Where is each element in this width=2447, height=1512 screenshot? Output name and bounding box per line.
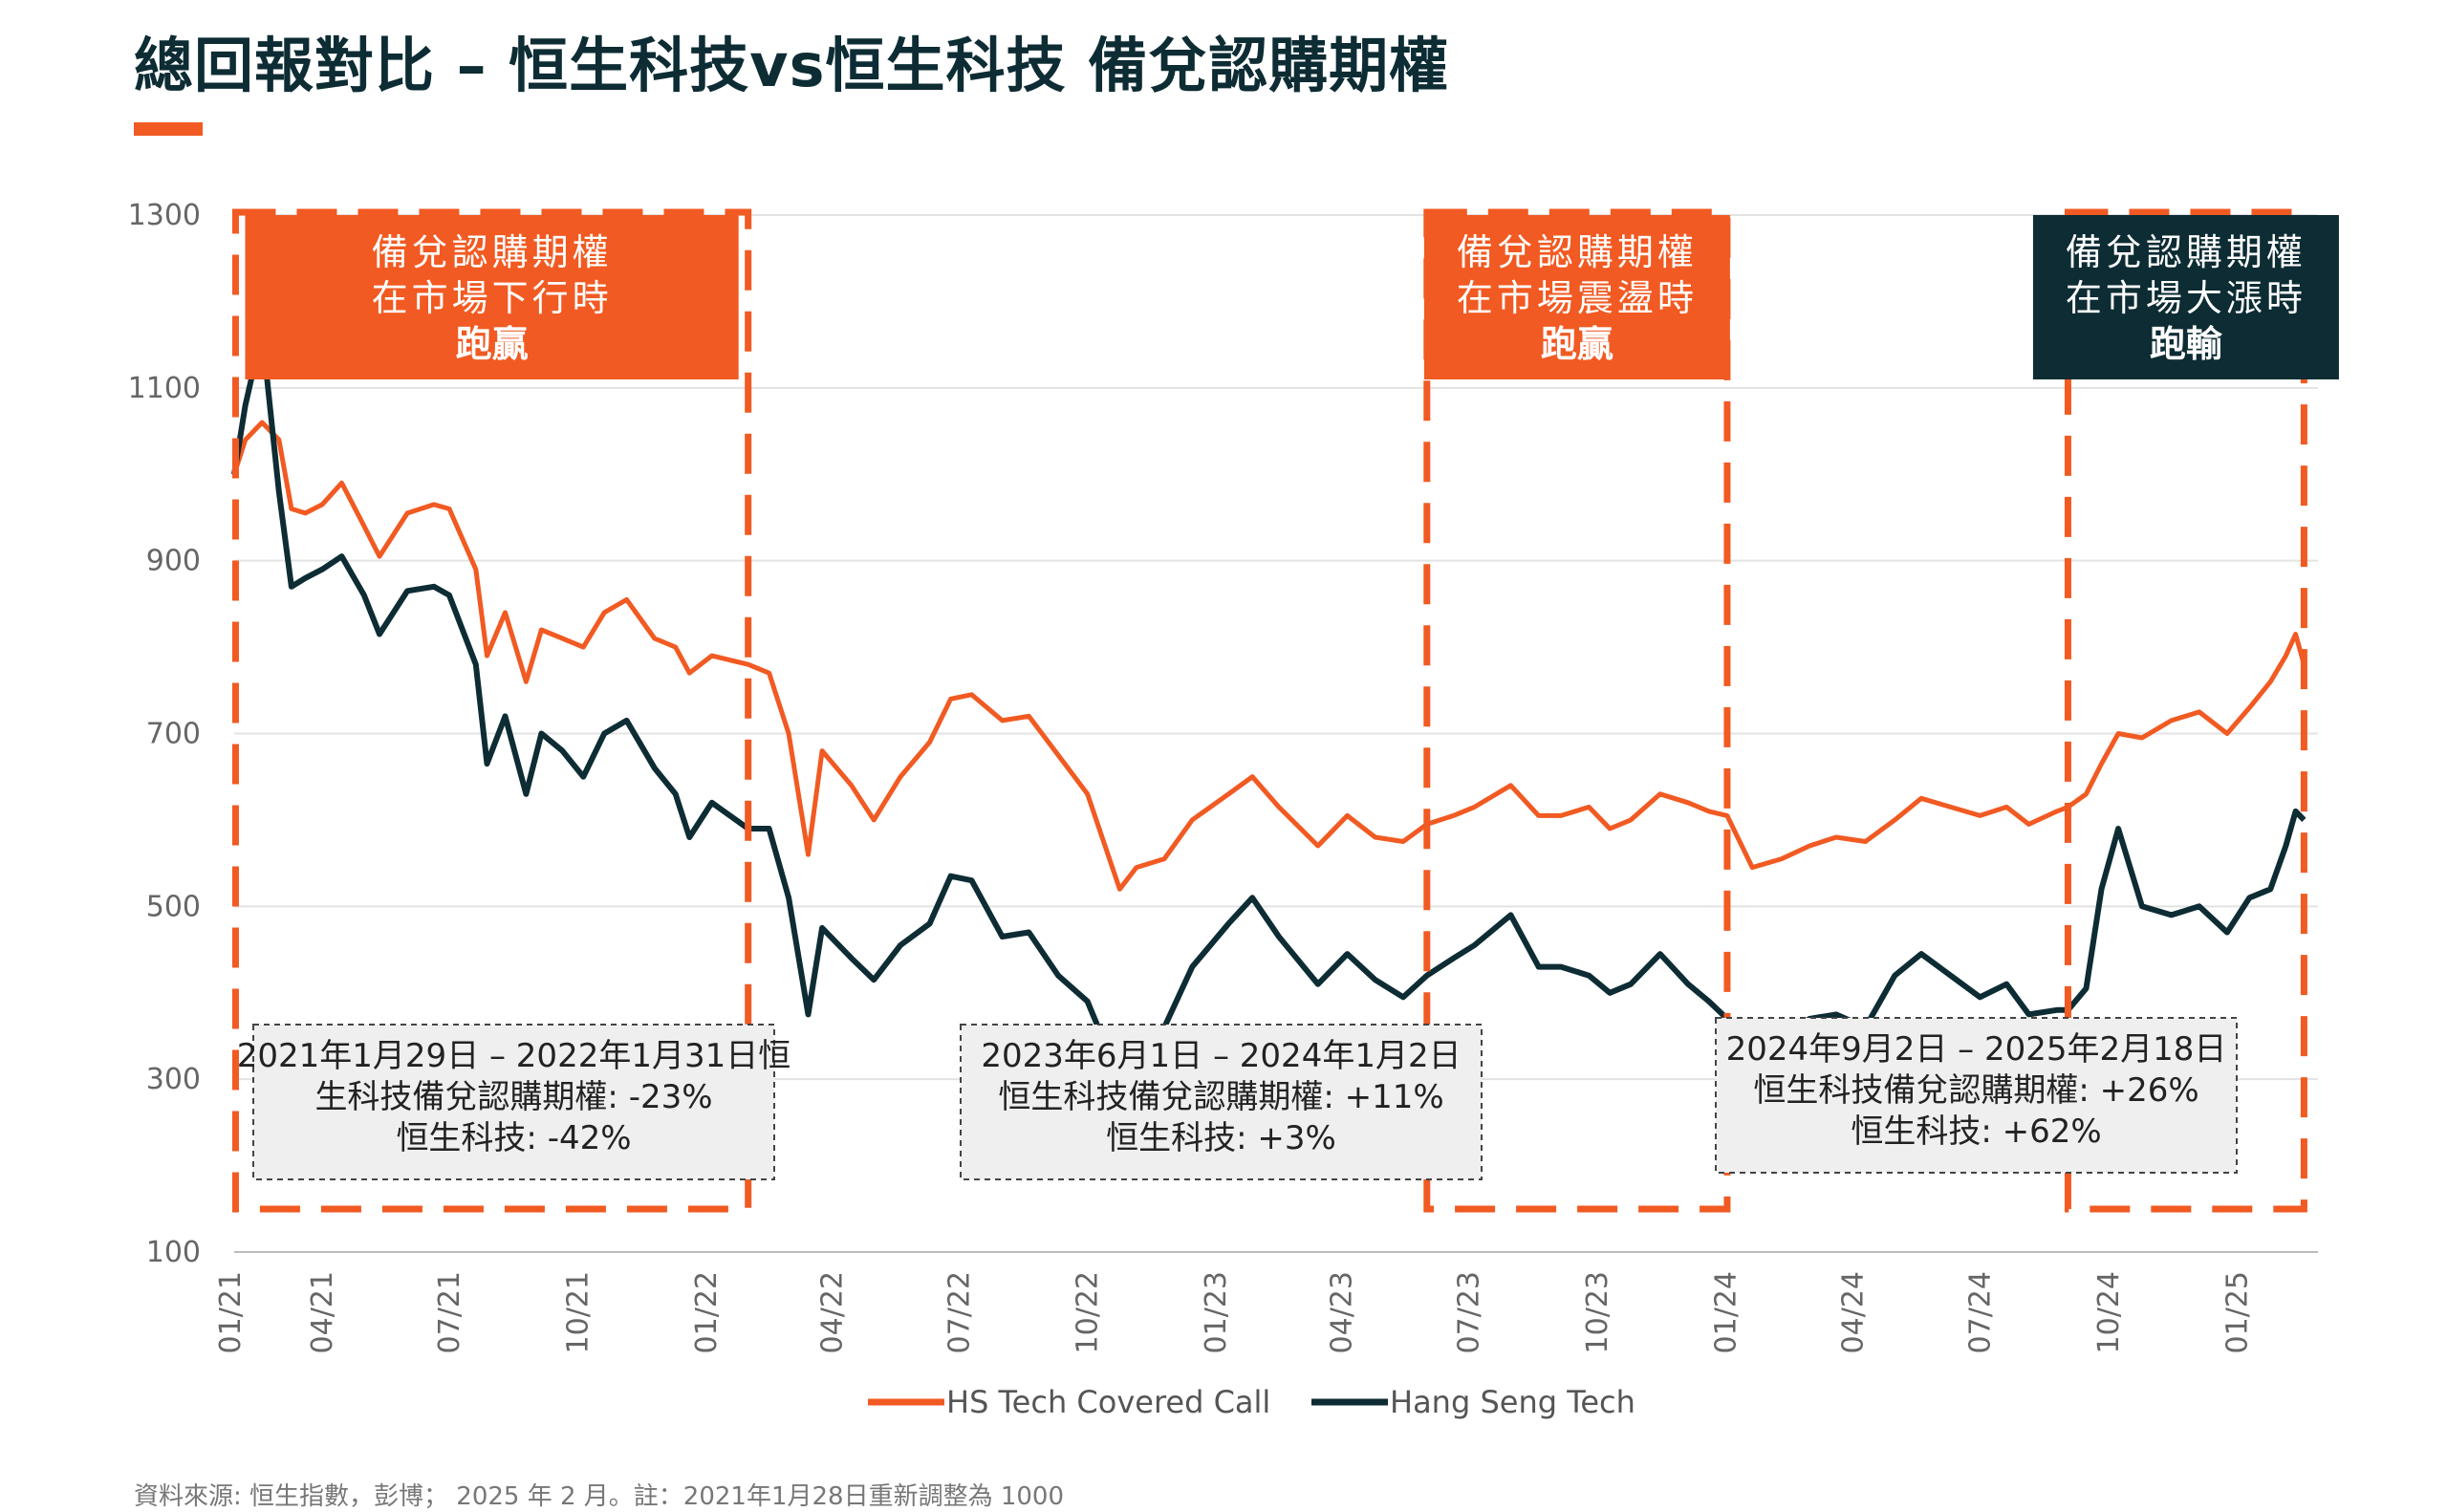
series-line-hang-seng-tech: [234, 332, 2304, 1079]
y-tick-label: 500: [146, 890, 201, 923]
series-line-covered-call: [234, 422, 2304, 889]
region-header-line: 在市場大漲時: [2066, 277, 2306, 319]
x-tick-label: 10/21: [561, 1271, 595, 1353]
x-tick-label: 10/24: [2092, 1271, 2126, 1353]
region-note-line: 2021年1月29日 – 2022年1月31日恒: [237, 1037, 790, 1075]
region-note-line: 2023年6月1日 – 2024年1月2日: [981, 1037, 1461, 1075]
y-tick-label: 1100: [128, 372, 201, 405]
y-tick-label: 300: [146, 1063, 201, 1096]
x-tick-label: 01/25: [2220, 1271, 2254, 1353]
x-tick-label: 01/21: [214, 1271, 248, 1353]
x-tick-label: 04/23: [1326, 1271, 1359, 1353]
region-header-verdict: 跑輸: [2150, 323, 2223, 365]
y-tick-label: 700: [146, 718, 201, 751]
region-header-verdict: 跑贏: [456, 323, 529, 365]
region-note-line: 恒生科技備兌認購期權: +11%: [998, 1078, 1443, 1116]
region-header-line: 在市場下行時: [372, 277, 613, 319]
region-note-line: 恒生科技備兌認購期權: +26%: [1753, 1071, 2198, 1110]
region-note-line: 2024年9月2日 – 2025年2月18日: [1726, 1030, 2227, 1069]
legend-label: HS Tech Covered Call: [946, 1384, 1270, 1420]
x-tick-label: 04/22: [815, 1271, 849, 1353]
x-tick-label: 07/22: [942, 1271, 976, 1353]
y-tick-label: 100: [146, 1236, 201, 1269]
x-tick-label: 07/21: [433, 1271, 466, 1353]
x-tick-label: 10/23: [1581, 1271, 1614, 1353]
region-note-line: 恒生科技: +62%: [1851, 1112, 2101, 1151]
x-tick-label: 01/22: [690, 1271, 724, 1353]
x-tick-label: 01/24: [1709, 1271, 1743, 1353]
region-note-line: 恒生科技: -42%: [396, 1119, 631, 1157]
y-tick-label: 900: [146, 545, 201, 578]
x-tick-label: 10/22: [1072, 1271, 1105, 1353]
region-header-line: 備兌認購期權: [372, 231, 613, 273]
x-tick-label: 04/21: [306, 1271, 339, 1353]
x-tick-label: 04/24: [1836, 1271, 1870, 1353]
region-header-line: 備兌認購期權: [1457, 231, 1698, 273]
region-header-line: 在市場震盪時: [1457, 277, 1698, 319]
source-note: 資料來源: 恒生指數，彭博； 2025 年 2 月。註：2021年1月28日重新…: [134, 1477, 1064, 1512]
region-header-line: 備兌認購期權: [2066, 231, 2306, 273]
region-header-verdict: 跑贏: [1541, 323, 1613, 365]
region-note-line: 恒生科技: +3%: [1106, 1119, 1336, 1157]
x-tick-label: 01/23: [1200, 1271, 1233, 1353]
y-tick-label: 1300: [128, 199, 201, 232]
legend-label: Hang Seng Tech: [1390, 1384, 1635, 1420]
x-tick-label: 07/23: [1453, 1271, 1486, 1353]
region-note-line: 生科技備兌認購期權: -23%: [314, 1078, 712, 1116]
x-tick-label: 07/24: [1963, 1271, 1997, 1353]
